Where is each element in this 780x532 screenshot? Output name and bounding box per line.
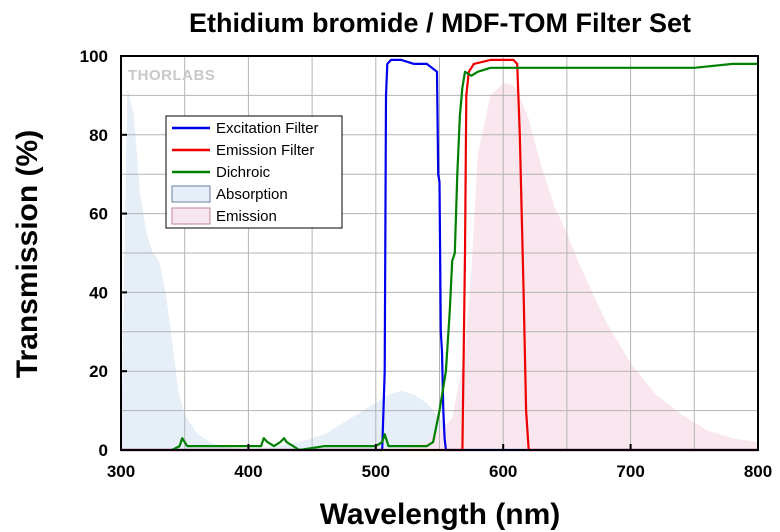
watermark-logo: THORLABS — [128, 67, 215, 84]
x-tick-label-400: 400 — [234, 462, 262, 481]
legend-label-excitation-filter: Excitation Filter — [216, 120, 319, 137]
x-axis-label: Wavelength (nm) — [320, 498, 561, 531]
emission-area — [401, 83, 758, 450]
legend: Excitation Filter Emission Filter Dichroic… — [165, 115, 343, 229]
x-tick-label-700: 700 — [616, 462, 644, 481]
y-tick-label-20: 20 — [89, 362, 108, 381]
y-tick-label-80: 80 — [89, 126, 108, 145]
emission-filter-line — [121, 58, 758, 452]
x-tick-label-600: 600 — [489, 462, 517, 481]
y-tick-label-40: 40 — [89, 283, 108, 302]
legend-label-emission: Emission — [216, 208, 277, 225]
legend-swatch-absorption — [171, 185, 211, 203]
excitation-filter-line — [121, 58, 758, 452]
x-tick-label-800: 800 — [744, 462, 772, 481]
chart-title: Ethidium bromide / MDF-TOM Filter Set — [189, 8, 691, 38]
legend-label-dichroic: Dichroic — [216, 164, 271, 181]
line-series-group — [121, 58, 758, 452]
plot-frame — [120, 55, 759, 451]
x-tick-label-500: 500 — [362, 462, 390, 481]
y-tick-label-100: 100 — [80, 47, 108, 66]
legend-label-emission-filter: Emission Filter — [216, 142, 314, 159]
y-tick-label-0: 0 — [99, 441, 108, 460]
absorption-area — [121, 87, 504, 450]
y-axis-label: Transmission (%) — [11, 130, 44, 378]
dichroic-line — [171, 62, 758, 452]
axis-ticks: 300 400 500 600 700 800 0 20 40 60 80 100 — [80, 47, 773, 481]
area-series-group — [121, 83, 758, 450]
y-tick-label-60: 60 — [89, 205, 108, 224]
legend-label-absorption: Absorption — [216, 186, 288, 203]
legend-swatch-emission — [171, 207, 211, 225]
x-tick-label-300: 300 — [107, 462, 135, 481]
